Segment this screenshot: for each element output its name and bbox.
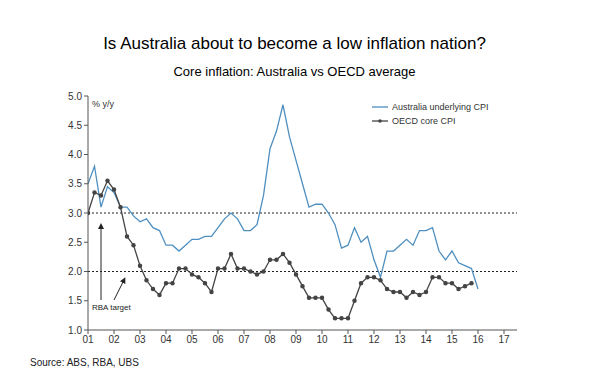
html-text:Australia underlying CPI: Australia underlying CPI — [392, 102, 489, 112]
svg-text:1.0: 1.0 — [68, 325, 82, 336]
svg-text:2.0: 2.0 — [68, 266, 82, 277]
svg-text:05: 05 — [186, 334, 198, 345]
svg-text:15: 15 — [446, 334, 458, 345]
svg-text:2.5: 2.5 — [68, 237, 82, 248]
svg-text:1.5: 1.5 — [68, 295, 82, 306]
svg-text:08: 08 — [264, 334, 276, 345]
html-text:Core inflation: Australia vs O: Core inflation: Australia vs OECD averag… — [173, 64, 416, 79]
html-text:OECD core CPI: OECD core CPI — [392, 116, 456, 126]
html-text:RBA target: RBA target — [92, 303, 131, 312]
svg-text:13: 13 — [394, 334, 406, 345]
svg-text:04: 04 — [160, 334, 172, 345]
svg-text:06: 06 — [212, 334, 224, 345]
html-text:Is Australia about to become a: Is Australia about to become a low infla… — [103, 34, 486, 53]
svg-text:01: 01 — [82, 334, 94, 345]
svg-text:03: 03 — [134, 334, 146, 345]
svg-text:14: 14 — [420, 334, 432, 345]
svg-text:11: 11 — [343, 334, 354, 345]
svg-text:5.0: 5.0 — [68, 91, 82, 102]
svg-text:3.5: 3.5 — [68, 178, 82, 189]
svg-text:3.0: 3.0 — [68, 208, 82, 219]
svg-text:17: 17 — [498, 334, 510, 345]
svg-text:16: 16 — [472, 334, 484, 345]
svg-text:02: 02 — [108, 334, 120, 345]
html-text:Source: ABS, RBA, UBS: Source: ABS, RBA, UBS — [30, 357, 139, 368]
svg-text:10: 10 — [316, 334, 328, 345]
svg-text:09: 09 — [290, 334, 302, 345]
html-text:% y/y: % y/y — [92, 99, 114, 109]
svg-text:12: 12 — [368, 334, 380, 345]
svg-text:4.0: 4.0 — [68, 149, 82, 160]
svg-text:07: 07 — [238, 334, 250, 345]
svg-text:4.5: 4.5 — [68, 120, 82, 131]
